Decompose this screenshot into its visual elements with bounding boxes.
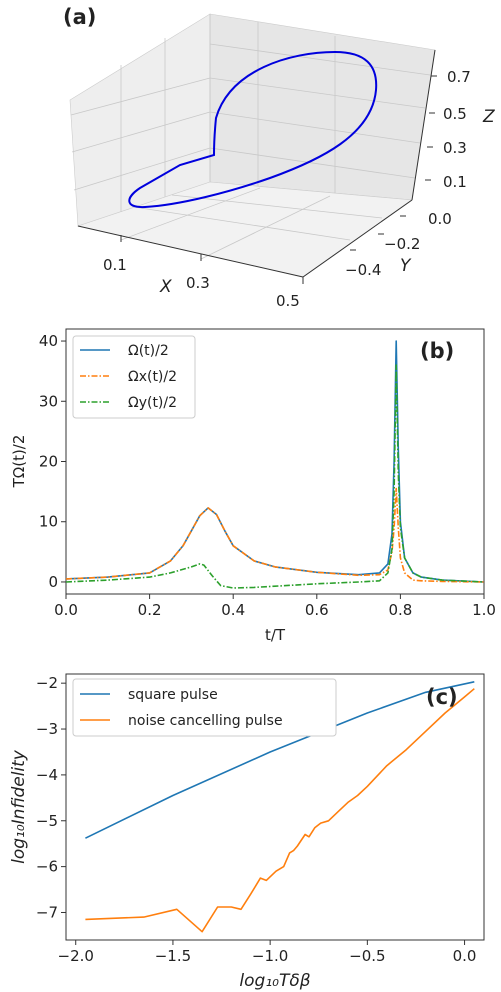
y-ticks-c: −7 −6 −5 −4 −3 −2 (36, 674, 66, 921)
z-label-a: Z (482, 107, 495, 127)
c-y-tick-5: −2 (36, 674, 58, 692)
b-x-tick-5: 1.0 (472, 601, 496, 619)
panel-a-label: (a) (63, 5, 96, 29)
x-ticks-c: −2.0 −1.5 −1.0 −0.5 0.0 (58, 940, 477, 965)
series-b (65, 340, 485, 589)
panel-c: −7 −6 −5 −4 −3 −2 −2.0 −1.5 −1.0 −0.5 0.0 (c) log… (9, 673, 485, 991)
x-ticks-b: 0.0 0.2 0.4 0.6 0.8 1.0 (54, 594, 496, 619)
legend-entry-b-2: Ωy(t)/2 (128, 395, 177, 411)
legend-entry-b-1: Ωx(t)/2 (128, 369, 177, 385)
y-label-a: Y (400, 256, 412, 276)
panel-c-label: (c) (426, 685, 458, 709)
x-label-c: log₁₀Tδβ (239, 971, 310, 991)
c-series-line-1 (85, 688, 475, 933)
c-y-tick-2: −5 (36, 812, 58, 830)
z-tick-a-2: 0.5 (443, 105, 467, 123)
c-x-tick-2: −1.0 (252, 947, 288, 965)
x-tick-a-2: 0.5 (276, 292, 300, 310)
panel-a: (a) (63, 5, 495, 310)
legend-entry-c-1: noise cancelling pulse (128, 713, 283, 729)
c-x-tick-3: −0.5 (349, 947, 385, 965)
panel-b: 0 10 20 30 40 0.0 0.2 0.4 0.6 0.8 1.0 (b) t/T TΩ(… (10, 328, 496, 644)
curve-3d (128, 50, 378, 209)
c-y-tick-3: −4 (36, 766, 58, 784)
c-x-tick-1: −1.5 (155, 947, 191, 965)
c-y-tick-4: −3 (36, 720, 58, 738)
b-y-tick-4: 40 (39, 332, 58, 350)
c-x-tick-0: −2.0 (58, 947, 94, 965)
legend-box-c (72, 678, 337, 737)
c-x-tick-4: 0.0 (453, 947, 477, 965)
x-label-a: X (159, 277, 172, 297)
b-x-tick-3: 0.6 (305, 601, 329, 619)
z-tick-a-0: 0.1 (443, 173, 467, 191)
b-x-tick-1: 0.2 (138, 601, 162, 619)
x-tick-a-0: 0.1 (103, 256, 127, 274)
z-tick-a-1: 0.3 (443, 139, 467, 157)
y-tick-a-0: 0.0 (428, 210, 452, 228)
y-ticks-b: 0 10 20 30 40 (39, 332, 66, 591)
legend-c: square pulse noise cancelling pulse (72, 678, 337, 737)
b-x-tick-4: 0.8 (388, 601, 412, 619)
axes-3d (77, 49, 437, 284)
b-x-tick-0: 0.0 (54, 601, 78, 619)
pane-back (209, 13, 436, 201)
legend-entry-b-0: Ω(t)/2 (128, 343, 169, 359)
c-y-tick-1: −6 (36, 858, 58, 876)
b-y-tick-3: 30 (39, 392, 58, 410)
b-y-tick-2: 20 (39, 453, 58, 471)
c-y-tick-0: −7 (36, 903, 58, 921)
x-tick-a-1: 0.3 (186, 274, 210, 292)
legend-box-b (72, 335, 196, 419)
b-y-tick-0: 0 (48, 573, 58, 591)
plot-area-c (65, 673, 485, 941)
b-series-line-2 (65, 364, 485, 589)
b-x-tick-2: 0.4 (221, 601, 245, 619)
y-label-b: TΩ(t)/2 (10, 435, 28, 489)
b-series-line-1 (65, 487, 485, 583)
b-y-tick-1: 10 (39, 513, 58, 531)
legend-b: Ω(t)/2 Ωx(t)/2 Ωy(t)/2 (72, 335, 196, 419)
y-label-c: log₁₀Infidelity (9, 749, 29, 864)
y-tick-a-2: −0.4 (345, 261, 381, 279)
legend-entry-c-0: square pulse (128, 687, 218, 703)
z-tick-a-3: 0.7 (447, 68, 471, 86)
y-tick-a-1: −0.2 (384, 235, 420, 253)
panel-b-label: (b) (420, 339, 454, 363)
x-label-b: t/T (265, 626, 286, 644)
